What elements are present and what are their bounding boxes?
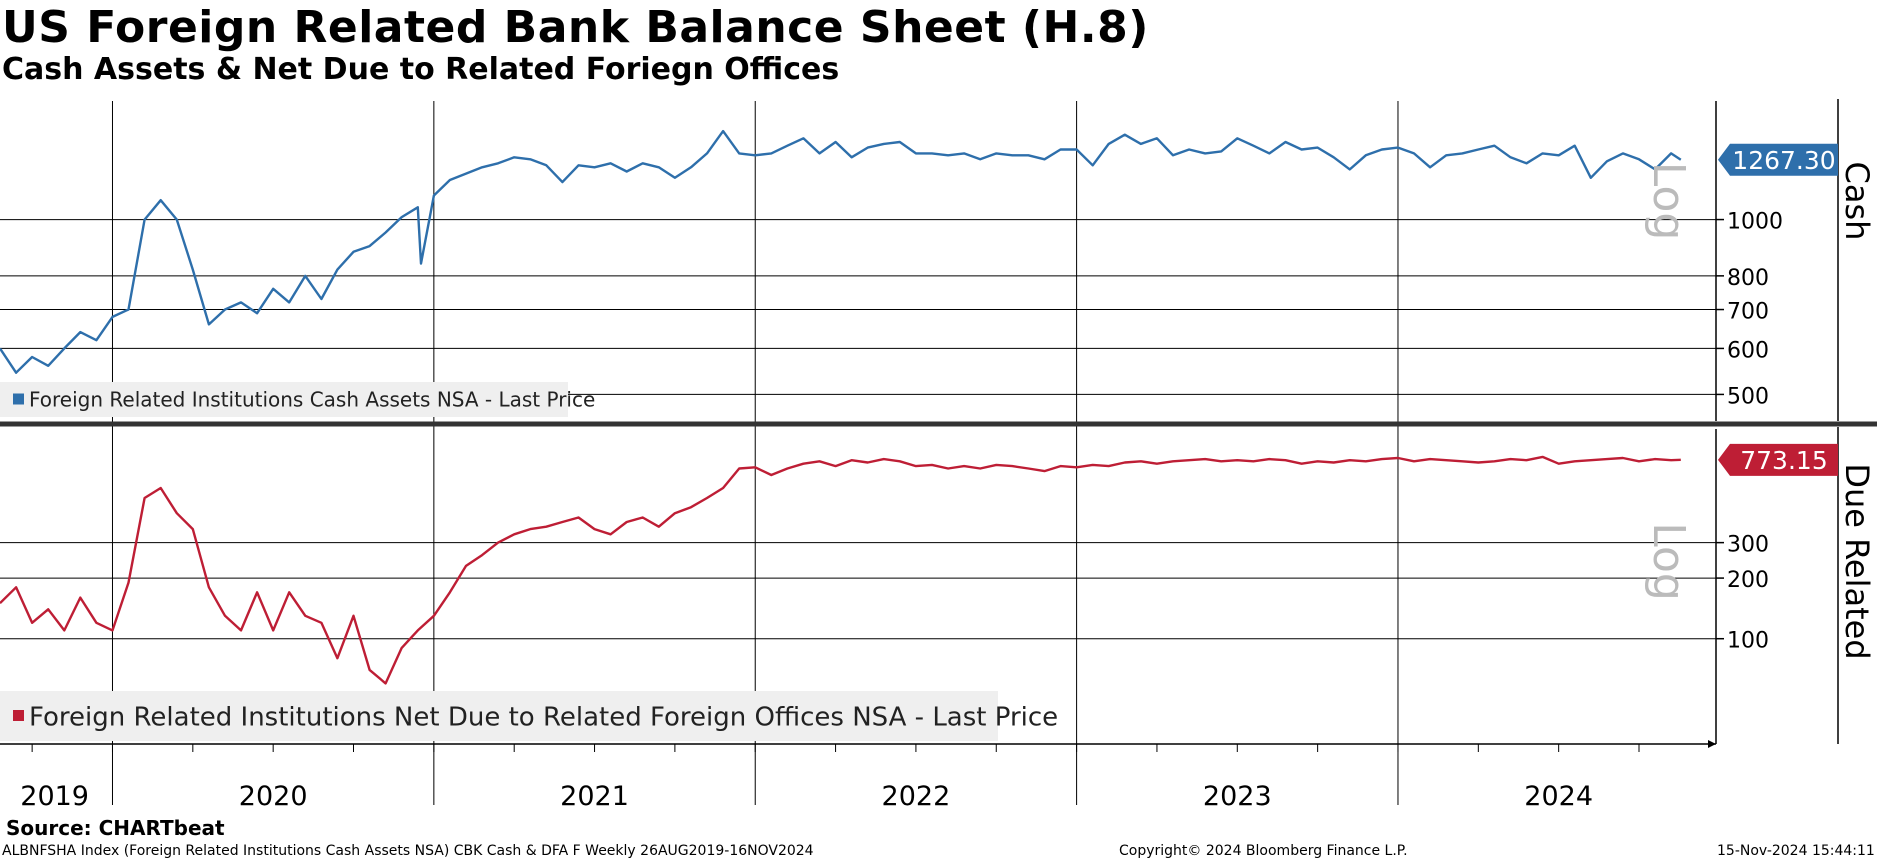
footer-copyright: Copyright© 2024 Bloomberg Finance L.P. xyxy=(1119,843,1408,859)
year-label-2021: 2021 xyxy=(560,781,629,812)
log-tag-top: Log xyxy=(1643,162,1694,241)
tick-label-top-500: 500 xyxy=(1727,384,1769,409)
legend-swatch-bottom xyxy=(13,710,24,721)
last-value-tag-top xyxy=(1718,143,1838,176)
year-label-2019: 2019 xyxy=(20,781,89,812)
tick-label-top-700: 700 xyxy=(1727,300,1769,325)
year-label-2020: 2020 xyxy=(239,781,308,812)
log-tag-bottom: Log xyxy=(1643,522,1694,601)
tick-label-bottom-200: 200 xyxy=(1727,568,1769,593)
year-label-2023: 2023 xyxy=(1203,781,1272,812)
chart-subtitle: Cash Assets & Net Due to Related Foriegn… xyxy=(2,52,840,87)
tick-label-top-600: 600 xyxy=(1727,338,1769,363)
tick-label-top-1000: 1000 xyxy=(1727,210,1783,235)
last-value-label-bottom: 773.15 xyxy=(1740,446,1827,475)
chart-title: US Foreign Related Bank Balance Sheet (H… xyxy=(2,2,1149,53)
year-label-2024: 2024 xyxy=(1524,781,1593,812)
series-line-bottom xyxy=(0,455,1681,685)
series-line-top xyxy=(0,129,1682,374)
axis-title-bottom: Due Related xyxy=(1838,463,1876,659)
x-axis-arrow xyxy=(1708,740,1716,748)
panel-bottom: 100 200 300 773.15 Due Related Log Foreign Rel… xyxy=(0,427,1876,744)
legend-label-bottom: Foreign Related Institutions Net Due to … xyxy=(29,702,1058,732)
last-value-label-top: 1267.30 xyxy=(1732,146,1835,175)
footer-timestamp: 15-Nov-2024 15:44:11 xyxy=(1717,843,1875,859)
legend-box-top xyxy=(0,382,568,417)
legend-label-top: Foreign Related Institutions Cash Assets… xyxy=(29,388,595,412)
axis-title-top: Cash xyxy=(1838,162,1876,241)
tick-label-top-800: 800 xyxy=(1727,266,1769,291)
source-label: Source: CHARTbeat xyxy=(6,816,225,840)
tick-label-bottom-100: 100 xyxy=(1727,629,1769,654)
last-value-tag-bottom xyxy=(1718,443,1838,476)
tick-label-bottom-300: 300 xyxy=(1727,533,1769,558)
legend-box-bottom xyxy=(0,691,998,741)
year-label-2022: 2022 xyxy=(882,781,951,812)
footer-series-info: ALBNFSHA Index (Foreign Related Institut… xyxy=(2,843,814,859)
legend-swatch-top xyxy=(13,393,24,405)
